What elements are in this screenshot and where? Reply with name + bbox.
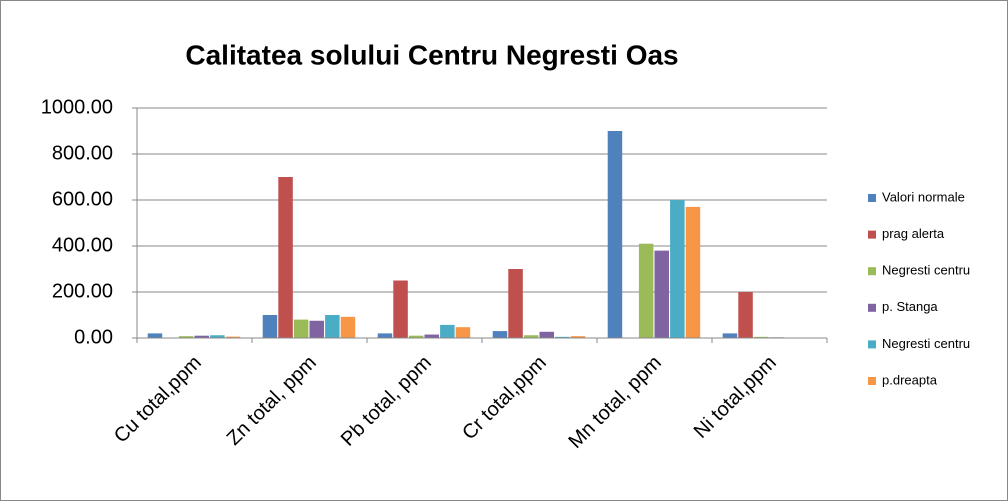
bar: [278, 177, 293, 338]
y-tick-label: 0.00: [74, 326, 113, 348]
legend-swatch: [868, 340, 876, 349]
bar: [638, 243, 654, 338]
bar: [607, 131, 623, 338]
legend-label: Valori normale: [882, 189, 965, 204]
bar: [210, 335, 225, 338]
legend-label: prag alerta: [882, 226, 945, 241]
bar: [738, 292, 753, 338]
bar: [523, 335, 539, 338]
y-tick-label: 200.00: [52, 280, 113, 302]
bar: [722, 333, 738, 338]
y-tick-label: 1000.00: [41, 96, 113, 118]
bar: [670, 200, 685, 338]
bar: [377, 333, 393, 338]
bar: [753, 336, 769, 338]
legend-swatch: [868, 194, 876, 202]
legend-swatch: [868, 230, 876, 239]
bar: [194, 335, 209, 338]
bar: [685, 206, 701, 338]
bar: [147, 333, 163, 338]
legend-label: p.dreapta: [882, 372, 938, 387]
legend-label: Negresti centru: [882, 336, 970, 351]
bar: [408, 335, 424, 338]
bar: [508, 269, 523, 338]
chart-title: Calitatea solului Centru Negresti Oas: [185, 39, 678, 70]
bar: [325, 315, 340, 338]
bar: [262, 315, 278, 338]
y-tick-label: 600.00: [52, 188, 113, 210]
bar: [225, 336, 241, 338]
bar: [424, 334, 439, 338]
bar: [440, 324, 455, 338]
bar: [340, 316, 356, 338]
legend-swatch: [868, 267, 876, 276]
y-tick-label: 400.00: [52, 234, 113, 256]
bar: [293, 319, 309, 338]
bar: [570, 336, 586, 338]
bar: [539, 331, 554, 338]
bar: [309, 320, 324, 338]
legend-swatch: [868, 377, 876, 385]
bar: [178, 336, 194, 338]
bar: [455, 327, 471, 338]
bar: [393, 280, 408, 338]
bar: [555, 336, 570, 338]
legend-label: p. Stanga: [882, 299, 938, 314]
bar: [492, 331, 508, 338]
legend-swatch: [868, 303, 876, 312]
bar: [654, 250, 669, 338]
y-tick-label: 800.00: [52, 142, 113, 164]
legend-label: Negresti centru: [882, 263, 970, 278]
